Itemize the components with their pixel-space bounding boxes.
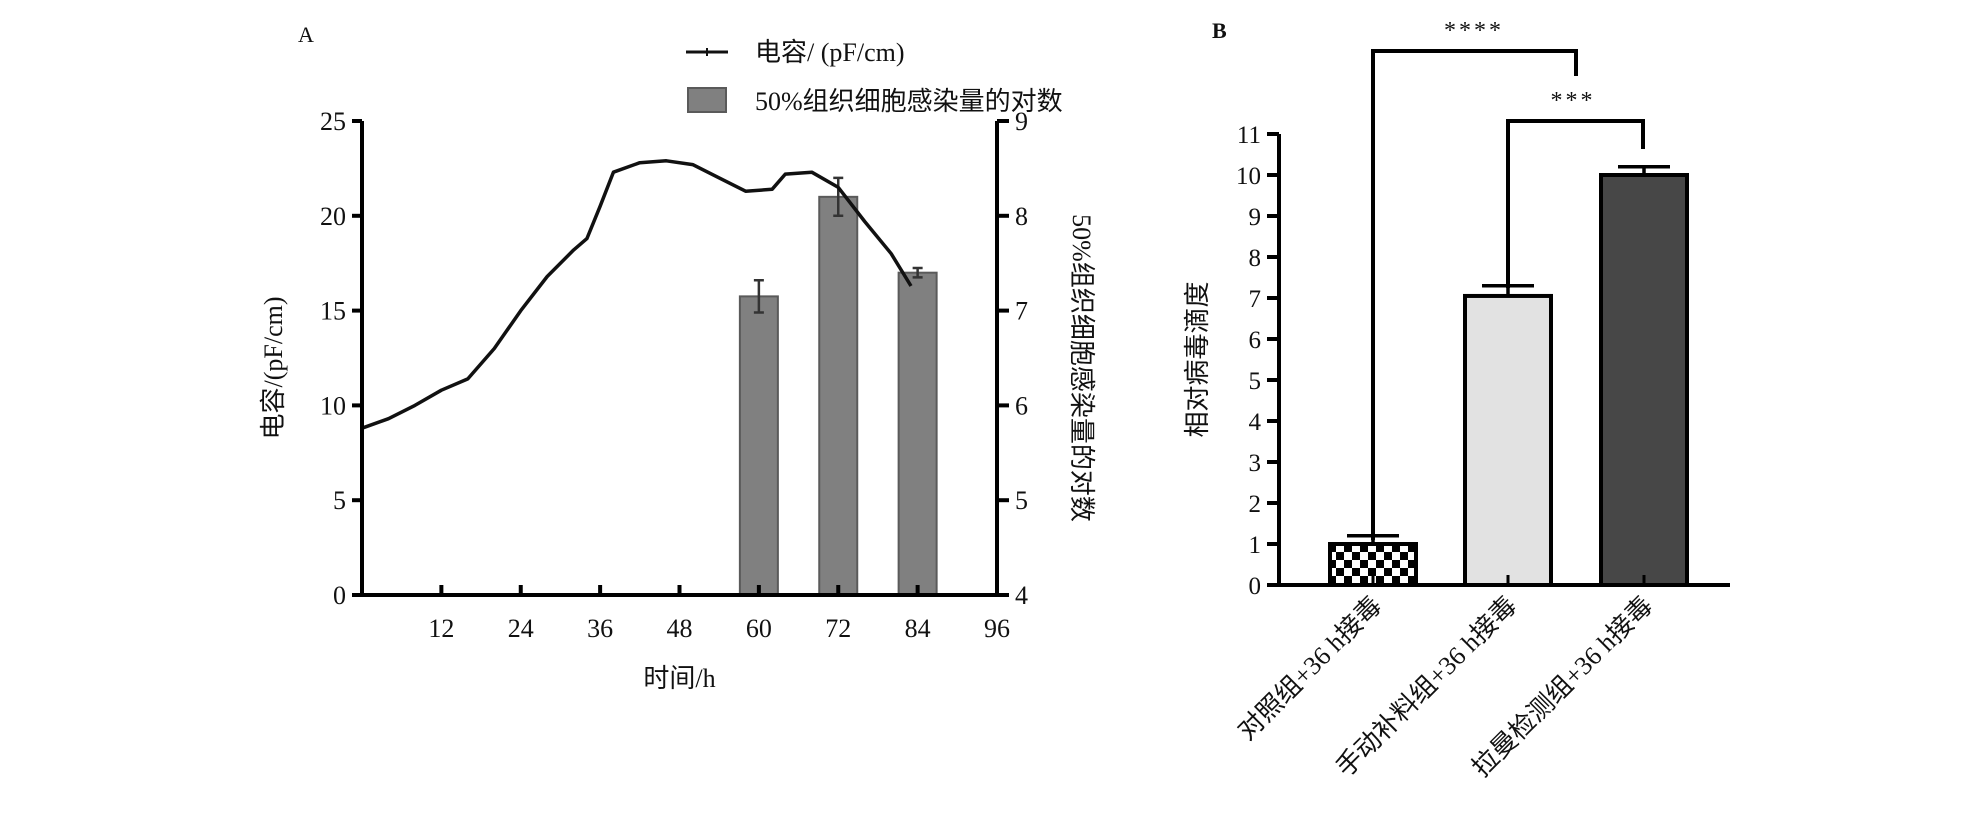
legend-label: 50%组织细胞感染量的对数 [755, 87, 1063, 116]
bar [897, 271, 938, 596]
x-tick-label: 84 [905, 614, 931, 643]
y-tick-label: 4 [1249, 409, 1262, 436]
panel-label: B [1212, 18, 1227, 43]
x-axis-label: 时间/h [643, 664, 715, 693]
y-tick-label: 1 [1249, 532, 1262, 559]
significance-label: **** [1444, 18, 1504, 44]
y-tick-label: 5 [333, 486, 346, 515]
significance-bracket [1371, 49, 1578, 540]
panel-label: A [298, 22, 314, 47]
x-tick-label: 96 [984, 614, 1010, 643]
x-tick-label: 24 [508, 614, 534, 643]
y-tick-label: 10 [320, 391, 346, 420]
error-bar [753, 279, 764, 314]
x-tick-label: 12 [428, 614, 454, 643]
y-tick-label: 0 [333, 581, 346, 610]
y2-tick-label: 6 [1015, 391, 1028, 420]
y-tick-label: 15 [320, 297, 346, 326]
bar [738, 295, 779, 596]
bar [1599, 173, 1689, 587]
legend-bar-swatch [687, 87, 727, 113]
y-tick-label: 20 [320, 202, 346, 231]
y-tick-label: 5 [1249, 368, 1262, 395]
y-tick-label: 3 [1249, 450, 1262, 477]
x-tick-label: 36 [587, 614, 613, 643]
y2-tick-label: 4 [1015, 581, 1028, 610]
y-tick-label: 11 [1237, 122, 1261, 149]
x-tick-label: 48 [667, 614, 693, 643]
significance-label: *** [1551, 88, 1596, 114]
y-tick-label: 8 [1249, 245, 1262, 272]
y2-axis-label: 50%组织细胞感染量的对数 [1067, 214, 1096, 522]
y2-tick-label: 7 [1015, 297, 1028, 326]
y-axis-label: 电容/(pF/cm) [259, 297, 288, 440]
error-bar [912, 266, 923, 279]
y2-tick-label: 8 [1015, 202, 1028, 231]
error-bar [833, 176, 844, 218]
capacitance-line [361, 159, 913, 430]
y-tick-label: 7 [1249, 286, 1262, 313]
legend-label: 电容/ (pF/cm) [755, 38, 905, 67]
x-tick-label: 60 [746, 614, 772, 643]
y2-tick-label: 5 [1015, 486, 1028, 515]
y-tick-label: 10 [1236, 163, 1261, 190]
bar [1463, 293, 1553, 587]
y-tick-label: 6 [1249, 327, 1262, 354]
significance-bracket [1506, 119, 1645, 288]
y-tick-label: 25 [320, 107, 346, 136]
x-tick-label: 72 [825, 614, 851, 643]
bar [818, 195, 859, 596]
x-tick-label: 对照组+36 h接毒 [1232, 591, 1387, 746]
y-tick-label: 9 [1249, 204, 1262, 231]
y-tick-label: 0 [1249, 573, 1262, 600]
y-tick-label: 2 [1249, 491, 1262, 518]
chart-a: A 0 5 10 15 20 25 4 5 6 7 8 9 12 24 36 48 60 72 84 96 时间/h 电容/… [259, 22, 1096, 693]
y2-tick-label: 9 [1015, 107, 1028, 136]
y-axis-label: 相对病毒滴度 [1183, 281, 1212, 437]
